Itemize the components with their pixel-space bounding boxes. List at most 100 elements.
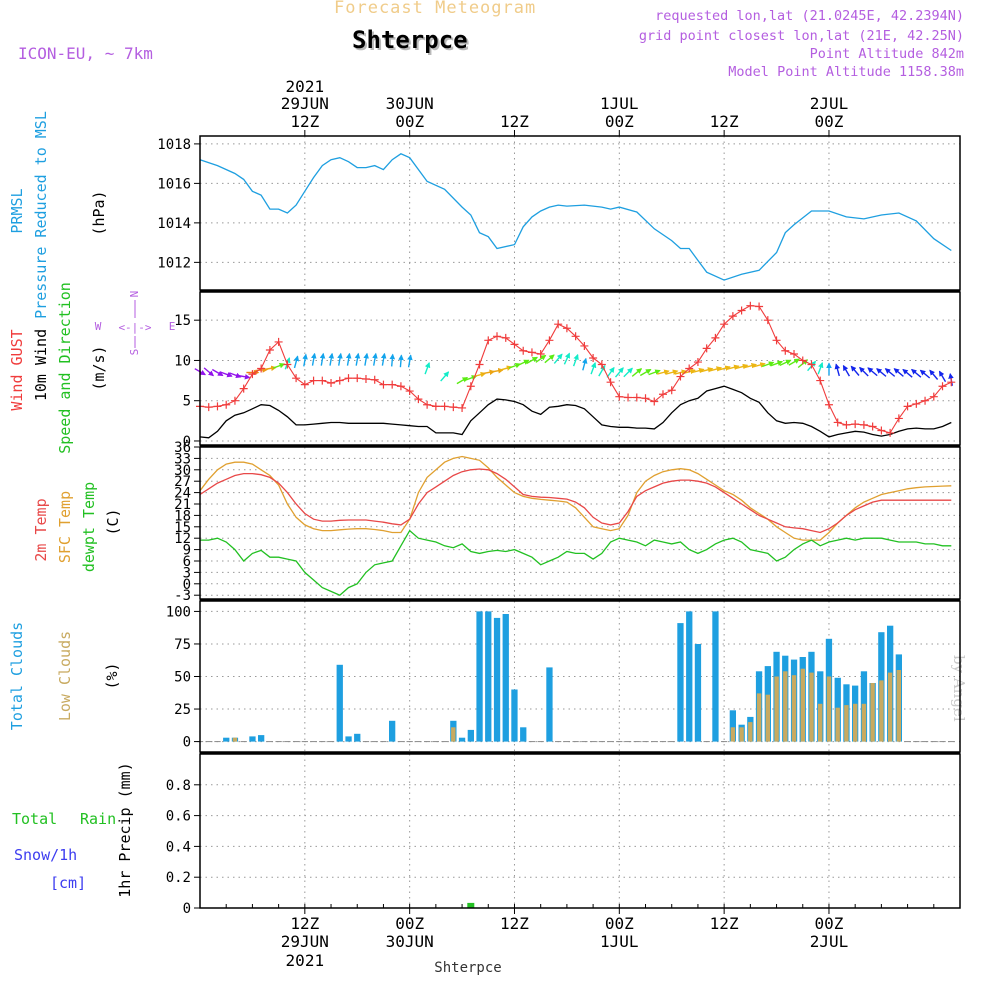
total-clouds-label: Total Clouds bbox=[8, 622, 26, 730]
wind-gust-marker bbox=[388, 380, 397, 389]
y-tick-label: 1014 bbox=[157, 216, 191, 232]
x-label-top-hour: 00Z bbox=[815, 112, 844, 131]
x-label-top-date: 29JUN bbox=[281, 94, 329, 113]
wind-gust-marker bbox=[484, 336, 493, 345]
wind-gust-marker bbox=[711, 333, 720, 342]
wind-gust-marker bbox=[859, 420, 868, 429]
wind-gust-marker bbox=[414, 395, 423, 404]
wind-gust-marker bbox=[501, 333, 510, 342]
wind-gust-marker bbox=[676, 372, 685, 381]
wind-gust-marker bbox=[204, 403, 213, 412]
x-label-top-hour: 00Z bbox=[395, 112, 424, 131]
wind-gust-marker bbox=[545, 336, 554, 345]
total-clouds-bar bbox=[520, 727, 527, 742]
wind-gust-marker bbox=[658, 390, 667, 399]
wind-gust-marker bbox=[361, 374, 370, 383]
y-tick-label: 5 bbox=[183, 394, 191, 410]
wind-gust-marker bbox=[650, 397, 659, 406]
wind-gust-marker bbox=[527, 348, 536, 357]
wind-gust-marker bbox=[693, 358, 702, 367]
wind-direction-arrow bbox=[606, 366, 615, 378]
wind-direction-arrow bbox=[817, 362, 824, 375]
low-clouds-bar bbox=[835, 707, 840, 742]
y-tick-label: 0.8 bbox=[166, 778, 191, 794]
y-tick-label: 100 bbox=[166, 604, 191, 620]
wind-gust-marker bbox=[824, 400, 833, 409]
wind-gust-marker bbox=[554, 320, 563, 329]
wind-gust-marker bbox=[615, 392, 624, 401]
x-label-top-date: 30JUN bbox=[386, 94, 434, 113]
wind-gust-marker bbox=[921, 396, 930, 405]
temp-2m-label: 2m Temp bbox=[32, 498, 50, 561]
total-clouds-bar bbox=[686, 611, 693, 742]
wind-gust-marker bbox=[807, 360, 816, 369]
low-clouds-bar bbox=[853, 703, 858, 742]
wind-direction-arrow bbox=[735, 363, 749, 370]
wind-speed-direction-label: Speed and Direction bbox=[56, 282, 74, 454]
x-label-top-hour: 12Z bbox=[500, 112, 529, 131]
pressure-unit-label: (hPa) bbox=[90, 190, 108, 235]
wind-gust-marker bbox=[746, 301, 755, 310]
wind-gust-marker bbox=[327, 378, 336, 387]
wind-direction-arrow bbox=[526, 356, 539, 365]
wind-gust-marker bbox=[571, 332, 580, 341]
wind-gust-marker bbox=[737, 306, 746, 315]
pressure-label-prmsl: PRMSL bbox=[8, 188, 26, 233]
x-label-bottom-hour: 00Z bbox=[605, 914, 634, 933]
wind-direction-arrow bbox=[770, 360, 784, 367]
wind-gust-marker bbox=[929, 392, 938, 401]
total-clouds-bar bbox=[249, 736, 256, 742]
wind-direction-arrow bbox=[657, 369, 670, 375]
y-tick-label: 33 bbox=[174, 451, 191, 467]
compass-arrows: <-|-> bbox=[118, 321, 151, 334]
x-label-bottom-hour: 12Z bbox=[710, 914, 739, 933]
wind-direction-arrow bbox=[779, 359, 792, 367]
dewpt-temp-line bbox=[200, 529, 952, 596]
wind-direction-arrow bbox=[919, 369, 931, 379]
precip-snow-label: Snow/1h bbox=[14, 846, 77, 864]
wind-gust-marker bbox=[877, 426, 886, 435]
wind-gust-marker bbox=[344, 374, 353, 383]
y-tick-label: 18 bbox=[174, 508, 191, 524]
wind-direction-arrow bbox=[389, 353, 396, 367]
wind-direction-arrow bbox=[517, 359, 530, 367]
wind-direction-arrow bbox=[788, 358, 801, 366]
wind-gust-marker bbox=[597, 360, 606, 369]
total-clouds-bar bbox=[511, 689, 518, 742]
wind-gust-marker bbox=[283, 360, 292, 369]
y-tick-label: 15 bbox=[174, 313, 191, 329]
total-clouds-bar bbox=[677, 623, 684, 742]
y-tick-label: 3 bbox=[183, 565, 191, 581]
panel-frame-pressure bbox=[199, 135, 961, 291]
wind-gust-marker bbox=[536, 350, 545, 359]
y-tick-label: 15 bbox=[174, 520, 191, 536]
total-clouds-bar bbox=[345, 736, 352, 742]
wind-gust-marker bbox=[292, 374, 301, 383]
wind-gust-marker bbox=[816, 376, 825, 385]
clouds-unit-label: (%) bbox=[103, 662, 121, 689]
y-tick-label: 50 bbox=[174, 670, 191, 686]
temp-2m-line bbox=[199, 468, 952, 534]
wind-gust-marker bbox=[886, 428, 895, 437]
total-clouds-bar bbox=[729, 710, 736, 742]
wind-gust-marker bbox=[248, 370, 257, 379]
temp-sfc-label: SFC Temp bbox=[56, 491, 74, 563]
wind-direction-arrow bbox=[211, 368, 224, 377]
wind-direction-arrow bbox=[753, 362, 766, 368]
wind-10m-label: 10m Wind bbox=[32, 329, 50, 401]
wind-gust-marker bbox=[903, 402, 912, 411]
requested-coordinates: requested lon,lat (21.0245E, 42.2394N) bbox=[655, 8, 964, 24]
wind-direction-arrow bbox=[203, 367, 215, 377]
wind-direction-arrow bbox=[850, 365, 860, 376]
total-clouds-bar bbox=[458, 737, 466, 742]
y-tick-label: 9 bbox=[183, 543, 191, 559]
y-tick-label: 0.6 bbox=[166, 809, 191, 825]
total-clouds-bar bbox=[258, 735, 265, 742]
wind-gust-marker bbox=[763, 316, 772, 325]
low-clouds-bar bbox=[783, 671, 788, 742]
wind-direction-arrow bbox=[938, 370, 947, 383]
total-clouds-bar bbox=[502, 614, 509, 742]
pressure-line bbox=[199, 153, 952, 281]
wind-gust-marker bbox=[370, 375, 379, 384]
wind-gust-marker bbox=[667, 386, 676, 395]
